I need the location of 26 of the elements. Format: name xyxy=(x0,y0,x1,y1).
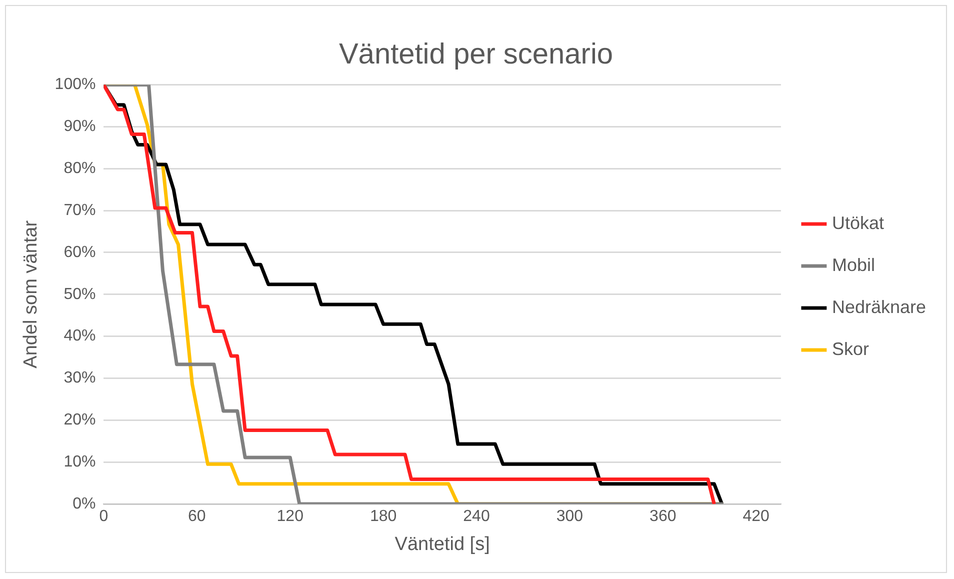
y-tick-label: 0% xyxy=(72,495,96,512)
y-tick-label: 60% xyxy=(64,244,96,261)
x-tick-label: 120 xyxy=(276,508,304,526)
legend-label: Utökat xyxy=(832,212,884,233)
y-tick-label: 90% xyxy=(64,118,96,136)
x-tick-label: 180 xyxy=(370,508,397,526)
y-tick-label: 80% xyxy=(64,160,96,178)
y-tick-label: 100% xyxy=(54,76,96,94)
y-tick-label: 50% xyxy=(64,286,96,303)
x-tick-label: 420 xyxy=(742,508,770,526)
x-tick-label: 0 xyxy=(99,508,108,526)
y-tick-label: 30% xyxy=(64,370,96,387)
legend-label: Nedräknare xyxy=(832,296,926,317)
y-tick-label: 70% xyxy=(64,202,96,219)
x-tick-label: 300 xyxy=(556,508,584,526)
x-tick-label: 240 xyxy=(463,508,490,526)
x-axis-title: Väntetid [s] xyxy=(394,534,490,555)
x-tick-label: 360 xyxy=(650,508,676,526)
y-axis-title: Andel som väntar xyxy=(20,220,42,368)
legend-label: Skor xyxy=(832,338,869,359)
chart-title: Väntetid per scenario xyxy=(338,38,614,70)
y-tick-label: 20% xyxy=(64,412,96,429)
legend-label: Mobil xyxy=(832,254,875,275)
y-tick-label: 40% xyxy=(64,328,96,345)
x-tick-label: 60 xyxy=(188,508,206,526)
y-tick-label: 10% xyxy=(64,453,96,470)
